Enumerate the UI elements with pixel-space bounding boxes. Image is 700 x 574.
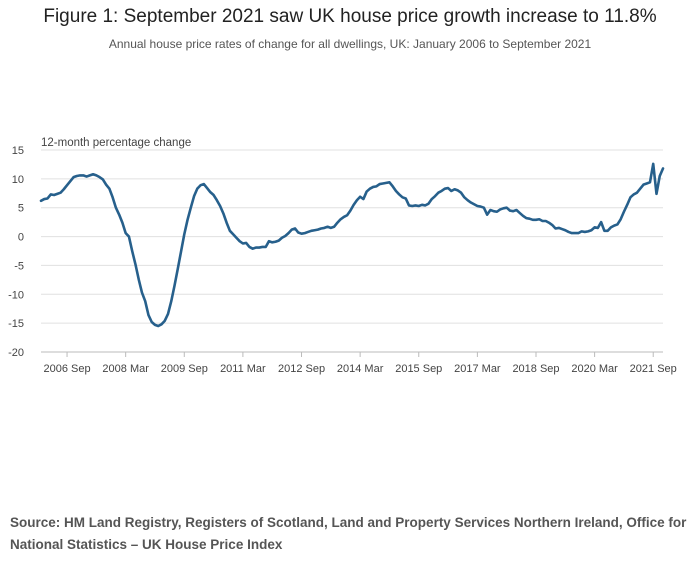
x-tick-label: 2014 Mar (337, 363, 384, 375)
y-tick-label: 10 (12, 174, 24, 186)
x-tick-label: 2015 Sep (395, 363, 442, 375)
chart-subtitle: Annual house price rates of change for a… (108, 37, 592, 51)
y-tick-label: 0 (18, 232, 24, 244)
x-tick-label: 2017 Mar (454, 363, 501, 375)
x-tick-label: 2009 Sep (161, 363, 208, 375)
chart-title: Figure 1: September 2021 saw UK house pr… (43, 6, 657, 27)
x-tick-label: 2018 Sep (512, 363, 559, 375)
x-tick-label: 2011 Mar (220, 363, 266, 375)
source-note: Source: HM Land Registry, Registers of S… (10, 515, 687, 552)
x-tick-label: 2021 Sep (630, 363, 677, 375)
y-tick-label: -10 (8, 289, 24, 301)
y-tick-label: -5 (14, 260, 24, 272)
y-tick-label: -20 (8, 347, 24, 359)
y-tick-label: 15 (12, 145, 24, 157)
y-tick-label: 5 (18, 203, 24, 215)
y-tick-label: -15 (8, 318, 24, 330)
x-tick-label: 2020 Mar (571, 363, 618, 375)
x-tick-label: 2006 Sep (43, 363, 90, 375)
x-tick-label: 2008 Mar (102, 363, 149, 375)
y-axis-label: 12-month percentage change (41, 137, 191, 149)
series-line-uk-hpi (39, 162, 665, 328)
x-tick-label: 2012 Sep (278, 363, 325, 375)
